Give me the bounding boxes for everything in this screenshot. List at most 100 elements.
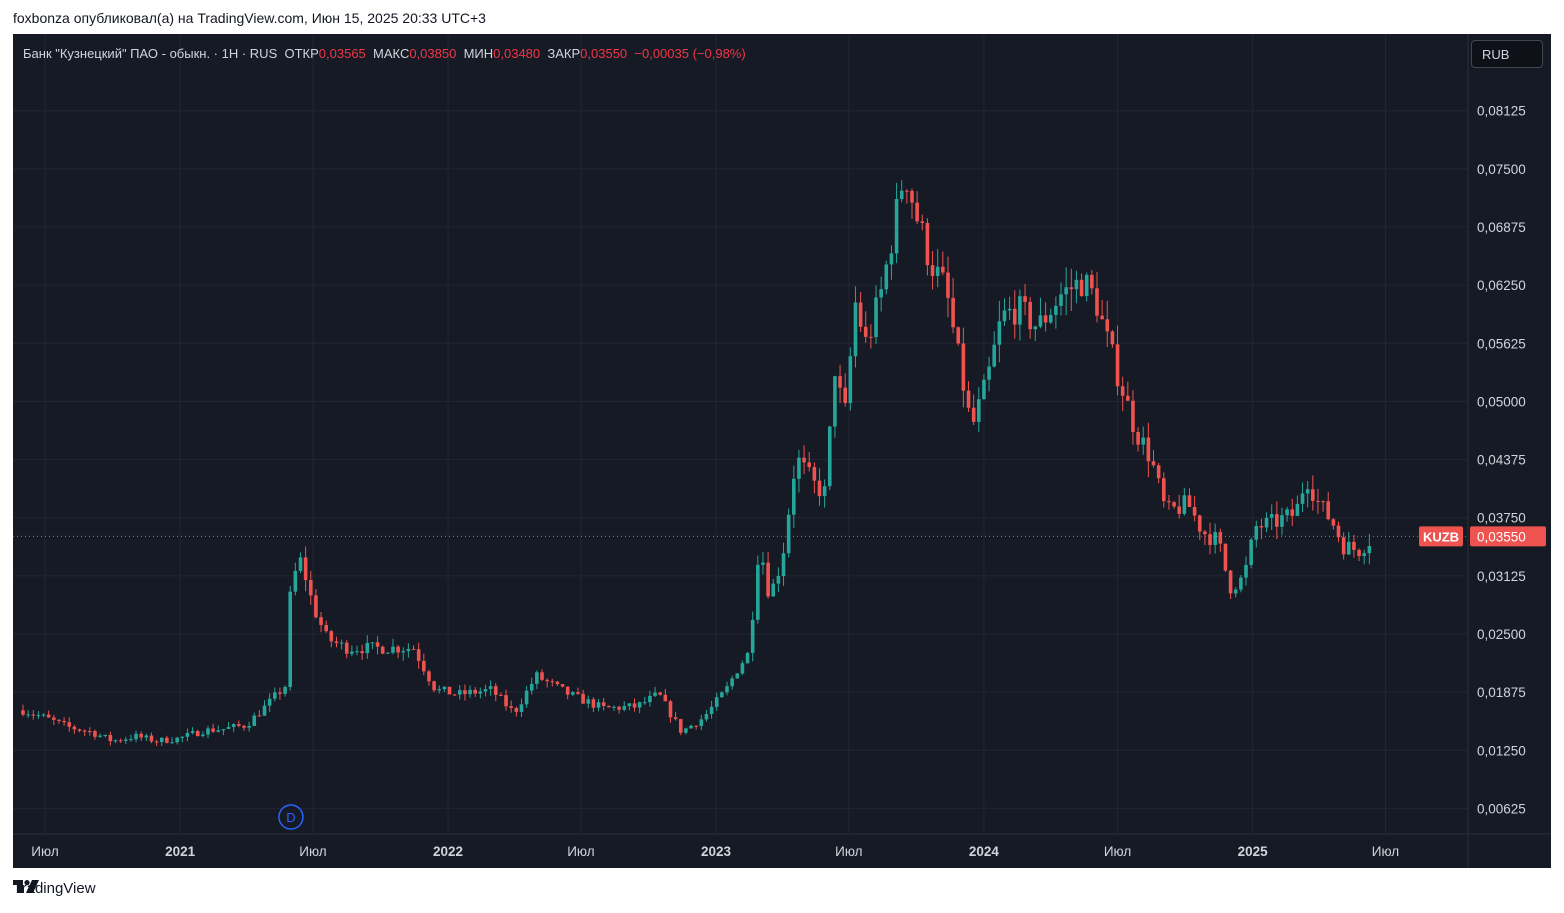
candle-body bbox=[216, 730, 221, 732]
candle-body bbox=[1033, 326, 1038, 330]
candle-body bbox=[545, 679, 549, 682]
candle-body bbox=[560, 684, 565, 687]
footer-brand[interactable]: TradingView bbox=[13, 880, 96, 897]
candle-body bbox=[540, 672, 544, 680]
candle-body bbox=[303, 557, 308, 581]
currency-button[interactable]: RUB bbox=[1471, 40, 1543, 68]
candle-body bbox=[129, 739, 133, 741]
candle-body bbox=[67, 722, 72, 727]
candle-body bbox=[997, 321, 1002, 345]
candle-body bbox=[134, 733, 138, 740]
candle-body bbox=[514, 707, 519, 712]
candle-body bbox=[653, 692, 657, 696]
publish-info: foxbonza опубликовал(а) на TradingView.c… bbox=[13, 10, 486, 26]
candle-body bbox=[622, 706, 627, 710]
candle-body bbox=[668, 701, 673, 718]
y-tick-label: 0,02500 bbox=[1477, 627, 1526, 642]
legend-change: −0,00035 (−0,98%) bbox=[634, 46, 746, 61]
candle-body bbox=[1218, 532, 1223, 544]
candle-body bbox=[576, 692, 580, 694]
legend-high: 0,03850 bbox=[409, 46, 457, 61]
candle-body bbox=[802, 457, 806, 463]
candle-body bbox=[982, 379, 986, 400]
candle-body bbox=[149, 735, 154, 742]
candle-body bbox=[1208, 534, 1212, 545]
candle-body bbox=[555, 681, 560, 685]
candle-body bbox=[1018, 296, 1022, 325]
candle-body bbox=[1054, 305, 1058, 315]
candle-body bbox=[915, 202, 919, 222]
candle-body bbox=[447, 686, 452, 695]
candle-body bbox=[31, 714, 36, 716]
y-tick-label: 0,03750 bbox=[1477, 511, 1526, 526]
candle-body bbox=[663, 694, 668, 702]
ohlc-legend: Банк "Кузнецкий" ПАО - обыкн. · 1Н · RUS… bbox=[23, 46, 746, 61]
candle-body bbox=[391, 646, 395, 653]
candle-body bbox=[108, 734, 113, 742]
candle-body bbox=[401, 651, 406, 653]
candle-body bbox=[1259, 525, 1264, 528]
candle-body bbox=[1115, 344, 1120, 387]
candle-body bbox=[766, 562, 770, 597]
x-axis-ticks: Июл 2021 Июл 2022 Июл 2023 Июл 2024 Июл 2025 Июл bbox=[31, 844, 1399, 859]
candle-body bbox=[457, 690, 462, 695]
candle-body bbox=[894, 199, 899, 254]
candle-body bbox=[976, 399, 981, 422]
candle-body bbox=[771, 583, 776, 597]
candle-body bbox=[88, 731, 92, 733]
y-tick-label: 0,06875 bbox=[1477, 220, 1526, 235]
candle-body bbox=[1331, 519, 1336, 526]
grid bbox=[13, 34, 1468, 834]
candle-body bbox=[267, 698, 272, 706]
candle-body bbox=[1316, 500, 1320, 502]
candle-body bbox=[154, 741, 159, 743]
last-price-tag bbox=[1470, 526, 1546, 547]
y-tick-label: 0,05625 bbox=[1477, 336, 1526, 351]
candle-body bbox=[278, 692, 282, 694]
candle-body bbox=[1177, 506, 1182, 514]
candle-body bbox=[21, 710, 25, 715]
candle-body bbox=[272, 692, 277, 699]
candle-body bbox=[324, 624, 328, 632]
candle-body bbox=[1043, 315, 1048, 323]
candle-body bbox=[776, 575, 781, 584]
candle-body bbox=[493, 686, 498, 695]
candle-body bbox=[858, 302, 863, 327]
x-tick-label: 2023 bbox=[701, 844, 732, 859]
candle-body bbox=[956, 327, 961, 344]
candle-body bbox=[165, 737, 169, 743]
candle-body bbox=[1038, 315, 1043, 327]
candle-body bbox=[1100, 315, 1104, 320]
candlestick-chart[interactable]: 0,08125 0,07500 0,06875 0,06250 0,05625 0,050… bbox=[13, 34, 1551, 868]
candle-body bbox=[1002, 310, 1007, 322]
candle-body bbox=[930, 265, 935, 276]
candle-body bbox=[1146, 437, 1151, 462]
candle-body bbox=[1084, 274, 1089, 297]
candle-body bbox=[565, 686, 570, 695]
candle-body bbox=[1105, 319, 1110, 332]
candle-body bbox=[704, 714, 709, 720]
candle-body bbox=[884, 264, 889, 290]
candle-body bbox=[406, 648, 411, 652]
candle-body bbox=[41, 714, 46, 716]
candle-body bbox=[298, 557, 303, 571]
candle-body bbox=[1300, 493, 1305, 504]
candle-body bbox=[339, 642, 344, 644]
candle-body bbox=[1336, 525, 1341, 538]
candle-body bbox=[113, 740, 118, 742]
chart-panel[interactable]: 0,08125 0,07500 0,06875 0,06250 0,05625 0,050… bbox=[13, 34, 1551, 868]
candle-body bbox=[627, 703, 632, 707]
candle-body bbox=[211, 728, 215, 732]
x-tick-label: Июл bbox=[1104, 844, 1131, 859]
candle-body bbox=[411, 648, 416, 650]
candle-body bbox=[797, 457, 801, 479]
candle-body bbox=[427, 671, 431, 682]
last-price-label: 0,03550 bbox=[1477, 529, 1526, 544]
y-tick-label: 0,00625 bbox=[1477, 801, 1526, 816]
dividend-marker-label: D bbox=[286, 810, 295, 825]
candle-body bbox=[730, 678, 734, 687]
candle-body bbox=[1275, 514, 1279, 527]
candle-body bbox=[1110, 331, 1115, 345]
candle-body bbox=[735, 673, 740, 679]
candle-body bbox=[637, 702, 642, 708]
